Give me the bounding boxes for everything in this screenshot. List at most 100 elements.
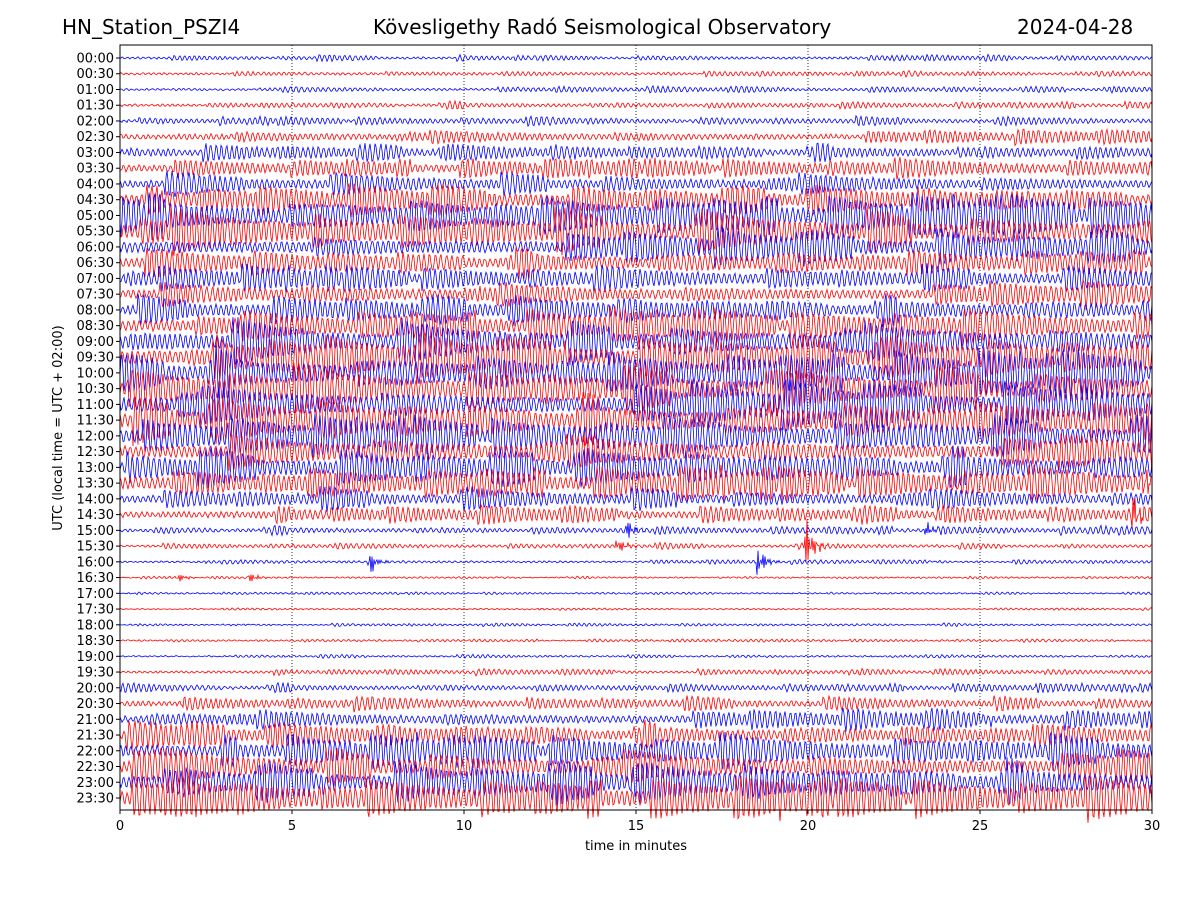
trace-0430 [119, 183, 1153, 218]
trace-1300 [119, 445, 1153, 489]
trace-1800 [119, 622, 1153, 628]
y-tick-label: 02:00 [77, 114, 114, 129]
y-tick-label: 08:00 [77, 303, 114, 318]
y-tick-label: 11:30 [77, 414, 114, 429]
y-tick-label: 18:00 [77, 618, 114, 633]
trace-2030 [119, 694, 1153, 713]
y-tick-label: 19:30 [77, 666, 114, 681]
trace-1230 [119, 433, 1153, 475]
trace-2200 [119, 731, 1153, 771]
trace-1700 [119, 591, 1153, 596]
trace-0030 [119, 69, 1153, 78]
y-tick-label: 07:30 [77, 288, 114, 303]
trace-0900 [119, 317, 1153, 366]
trace-1400 [119, 486, 1153, 513]
y-tick-label: 22:30 [77, 760, 114, 775]
x-tick-label: 30 [1144, 819, 1161, 834]
y-tick-label: 19:00 [77, 650, 114, 665]
trace-1200 [119, 413, 1153, 460]
y-tick-label: 12:00 [77, 429, 114, 444]
y-tick-label: 15:30 [77, 540, 114, 555]
y-axis-label: UTC (local time = UTC + 02:00) [51, 325, 66, 530]
y-tick-label: 13:00 [77, 461, 114, 476]
y-tick-label: 10:00 [77, 366, 114, 381]
station-name: HN_Station_PSZI4 [62, 15, 241, 39]
trace-1430 [119, 497, 1153, 529]
trace-0500 [119, 192, 1153, 241]
trace-0600 [119, 227, 1153, 269]
trace-0730 [119, 278, 1153, 311]
y-tick-label: 12:30 [77, 445, 114, 460]
y-tick-label: 06:00 [77, 240, 114, 255]
trace-1530 [119, 518, 1153, 562]
x-tick-label: 5 [288, 819, 296, 834]
trace-1130 [119, 392, 1153, 447]
y-tick-label: 14:30 [77, 508, 114, 523]
y-tick-label: 23:00 [77, 776, 114, 791]
y-tick-label: 01:30 [77, 99, 114, 114]
trace-0100 [119, 84, 1153, 94]
y-tick-label: 21:30 [77, 729, 114, 744]
trace-1900 [119, 653, 1152, 660]
trace-2100 [119, 707, 1153, 732]
trace-0630 [119, 247, 1153, 279]
y-tick-label: 01:00 [77, 83, 114, 98]
y-tick-label: 03:00 [77, 146, 114, 161]
x-tick-label: 25 [972, 819, 989, 834]
trace-0930 [119, 333, 1153, 384]
y-tick-label: 11:00 [77, 398, 114, 413]
chart-title: Kövesligethy Radó Seismological Observat… [373, 15, 832, 39]
trace-1500 [119, 522, 1153, 538]
y-tick-label: 06:30 [77, 256, 114, 271]
y-tick-label: 10:30 [77, 382, 114, 397]
y-tick-label: 23:30 [77, 792, 114, 807]
y-tick-label: 22:00 [77, 744, 114, 759]
y-tick-label: 17:00 [77, 587, 114, 602]
y-tick-label: 20:30 [77, 697, 114, 712]
x-axis-label: time in minutes [585, 839, 687, 854]
trace-1330 [119, 464, 1153, 503]
y-tick-label: 08:30 [77, 319, 114, 334]
trace-1600 [119, 550, 1153, 575]
trace-1030 [119, 362, 1153, 415]
x-tick-label: 20 [800, 819, 817, 834]
trace-2300 [119, 757, 1153, 806]
trace-0700 [119, 263, 1153, 294]
trace-0830 [119, 305, 1153, 346]
y-tick-label: 09:30 [77, 351, 114, 366]
trace-0130 [119, 99, 1153, 111]
trace-0330 [119, 157, 1153, 180]
y-tick-label: 00:00 [77, 52, 114, 67]
y-tick-label: 20:00 [77, 681, 114, 696]
chart-date: 2024-04-28 [1017, 15, 1134, 39]
y-tick-label: 14:00 [77, 492, 114, 507]
y-tick-label: 09:00 [77, 335, 114, 350]
trace-0800 [119, 293, 1153, 328]
y-tick-label: 16:30 [77, 571, 114, 586]
x-tick-label: 0 [116, 819, 124, 834]
y-tick-label: 05:00 [77, 209, 114, 224]
trace-2330 [119, 775, 1153, 823]
x-tick-label: 15 [628, 819, 645, 834]
y-tick-label: 04:30 [77, 193, 114, 208]
trace-0200 [119, 114, 1153, 128]
y-tick-label: 21:00 [77, 713, 114, 728]
y-tick-label: 03:30 [77, 162, 114, 177]
y-tick-label: 05:30 [77, 225, 114, 240]
y-tick-label: 02:30 [77, 130, 114, 145]
trace-0000 [119, 53, 1153, 63]
trace-1730 [119, 607, 1153, 612]
y-tick-label: 18:30 [77, 634, 114, 649]
trace-0230 [119, 128, 1153, 147]
trace-1630 [119, 573, 1153, 582]
x-tick-label: 10 [456, 819, 473, 834]
trace-0530 [119, 205, 1153, 256]
y-tick-label: 07:00 [77, 272, 114, 287]
y-tick-label: 15:00 [77, 524, 114, 539]
trace-0300 [119, 142, 1153, 163]
trace-1930 [119, 667, 1153, 677]
y-tick-label: 17:30 [77, 603, 114, 618]
trace-0400 [119, 170, 1153, 197]
trace-2000 [119, 681, 1153, 694]
